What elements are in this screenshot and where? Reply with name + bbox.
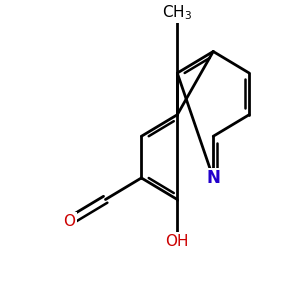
Text: CH$_3$: CH$_3$: [162, 3, 192, 22]
Text: O: O: [64, 214, 76, 229]
Text: OH: OH: [166, 234, 189, 249]
Text: N: N: [206, 169, 220, 187]
